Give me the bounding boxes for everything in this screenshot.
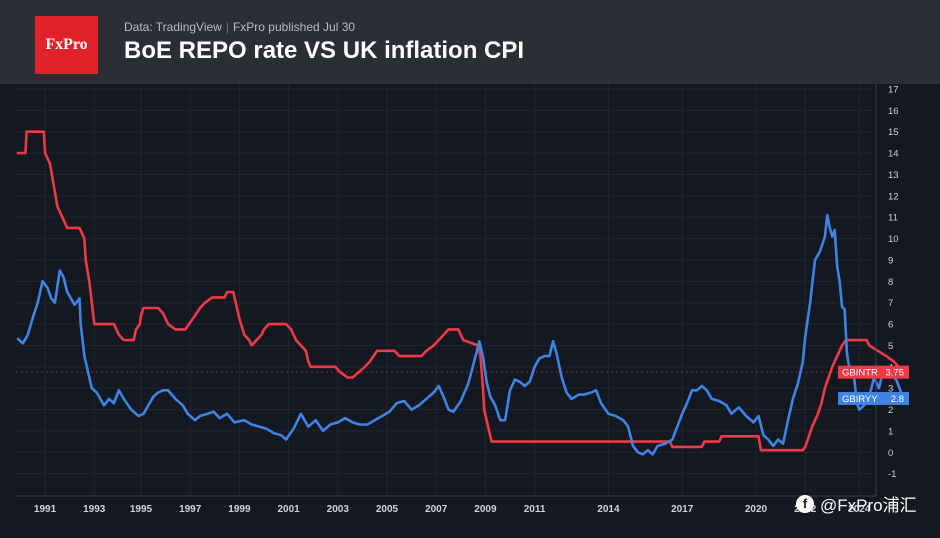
x-tick-label: 2017	[671, 504, 694, 515]
x-tick-label: 1999	[228, 504, 251, 515]
y-tick-label: 5	[888, 341, 893, 352]
y-tick-label: 9	[888, 255, 893, 266]
y-tick-label: 17	[888, 85, 899, 96]
watermark: f @FxPro浦汇	[796, 491, 917, 516]
chart-title: BoE REPO rate VS UK inflation CPI	[124, 37, 525, 64]
value-label-box-gbintr	[838, 365, 909, 379]
y-tick-label: 2	[888, 405, 893, 416]
x-tick-label: 2024	[848, 504, 871, 515]
separator: |	[225, 20, 229, 34]
y-tick-label: 7	[888, 298, 893, 309]
series-line-gbintr	[16, 130, 907, 452]
x-tick-label: 2005	[376, 504, 399, 515]
value-label-box-gbiryy	[838, 391, 909, 405]
y-tick-label: 14	[888, 149, 899, 160]
y-tick-label: 12	[888, 191, 899, 202]
series-value-labels: GBINTR 3.75 GBIRYY 2.8	[838, 365, 909, 405]
x-tick-label: 2014	[597, 504, 620, 515]
series-value-gbiryy: 2.8	[891, 394, 904, 405]
chart-canvas: -101234567891011121314151617199119931995…	[16, 84, 910, 515]
series-name-gbintr: GBINTR	[842, 368, 878, 379]
x-tick-label: 1997	[179, 504, 202, 515]
y-tick-label: 8	[888, 277, 893, 288]
publisher-label: FxPro published Jul 30	[232, 20, 356, 34]
source-line: Data: TradingView | FxPro published Jul 30	[124, 20, 355, 34]
grid-lines	[16, 84, 876, 496]
x-tick-label: 1995	[130, 504, 153, 515]
y-tick-label: 11	[888, 213, 898, 224]
series-line-gbiryy	[16, 213, 903, 456]
y-tick-label: 6	[888, 320, 893, 331]
x-tick-label: 2001	[277, 504, 300, 515]
x-tick-label: 2020	[745, 504, 768, 515]
x-tick-label: 2011	[524, 504, 546, 515]
x-tick-label: 1993	[83, 504, 106, 515]
y-tick-label: 15	[888, 127, 899, 138]
y-tick-label: 1	[888, 426, 893, 437]
y-tick-label: 0	[888, 448, 893, 459]
y-tick-label: 3	[888, 384, 893, 395]
series-lines	[16, 130, 910, 456]
data-source-label: Data: TradingView	[124, 20, 222, 34]
y-tick-label: 13	[888, 170, 899, 181]
watermark-text: @FxPro浦汇	[820, 496, 917, 515]
y-tick-label: 16	[888, 106, 899, 117]
x-tick-label: 2007	[425, 504, 448, 515]
x-tick-label: 2009	[474, 504, 497, 515]
chart-header: FxPro Data: TradingView | FxPro published …	[0, 0, 940, 84]
x-tick-label: 1991	[34, 504, 57, 515]
series-name-gbiryy: GBIRYY	[842, 394, 878, 405]
series-value-gbintr: 3.75	[886, 368, 905, 379]
fxpro-logo: FxPro	[35, 16, 98, 74]
facebook-icon: f	[796, 494, 814, 513]
y-tick-label: 10	[888, 234, 899, 245]
y-tick-label: -1	[888, 469, 896, 480]
x-tick-label: 2003	[327, 504, 350, 515]
